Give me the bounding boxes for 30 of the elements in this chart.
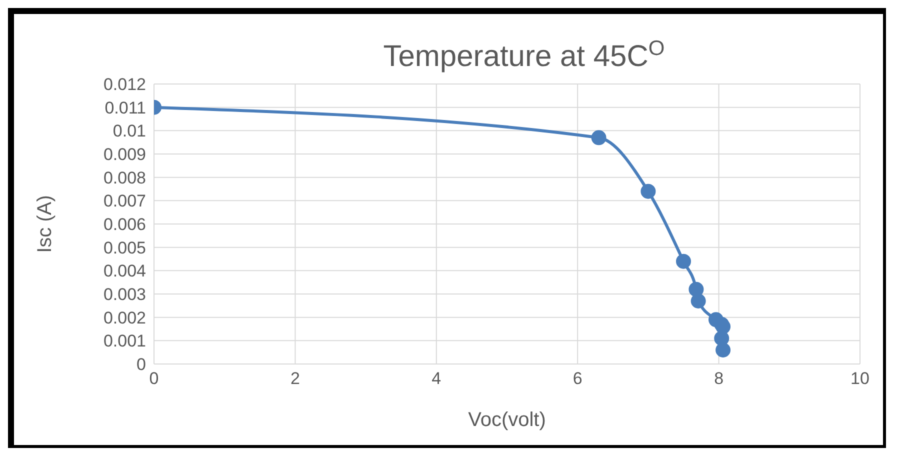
- point: [716, 342, 731, 358]
- point: [591, 130, 606, 146]
- y-tick-label: 0.012: [103, 75, 146, 94]
- y-tick-label: 0.002: [103, 308, 146, 328]
- y-tick-label: 0.003: [103, 285, 146, 304]
- point: [714, 330, 730, 346]
- x-axis-title: Voc(volt): [468, 409, 546, 431]
- y-tick-label: 0.009: [103, 145, 146, 164]
- x-tick-label: 10: [850, 369, 870, 388]
- y-tick-label: 0.011: [104, 98, 146, 118]
- y-tick-label: 0.01: [112, 122, 146, 141]
- point: [640, 184, 656, 199]
- x-tick-label: 0: [149, 369, 159, 388]
- point: [716, 319, 731, 334]
- y-tick-label: 0.006: [103, 215, 146, 234]
- y-tick-label: 0.001: [103, 332, 146, 351]
- y-tick-label: 0.008: [103, 168, 146, 188]
- x-tick-label: 2: [290, 369, 300, 388]
- chart-title: Temperature at 45C$^{O}$: [383, 36, 665, 73]
- x-tick-label: 4: [432, 369, 442, 388]
- y-tick-label: 0.005: [103, 238, 146, 258]
- y-axis-title: Isc (A): [34, 195, 56, 253]
- point: [676, 254, 691, 269]
- y-tick-label: 0.004: [103, 262, 146, 281]
- x-tick-label: 8: [714, 369, 724, 388]
- point: [688, 282, 704, 297]
- x-tick-label: 6: [572, 369, 582, 388]
- y-tick-label: 0.007: [103, 192, 146, 211]
- y-tick-label: 0: [136, 355, 146, 374]
- point: [690, 294, 706, 308]
